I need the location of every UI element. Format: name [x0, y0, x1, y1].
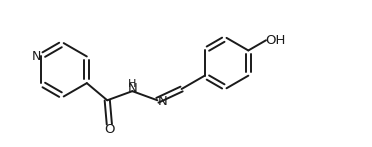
- Text: N: N: [128, 82, 137, 95]
- Text: N: N: [157, 95, 167, 108]
- Text: OH: OH: [265, 34, 285, 47]
- Text: O: O: [104, 123, 115, 136]
- Text: H: H: [128, 79, 137, 89]
- Text: N: N: [32, 50, 41, 63]
